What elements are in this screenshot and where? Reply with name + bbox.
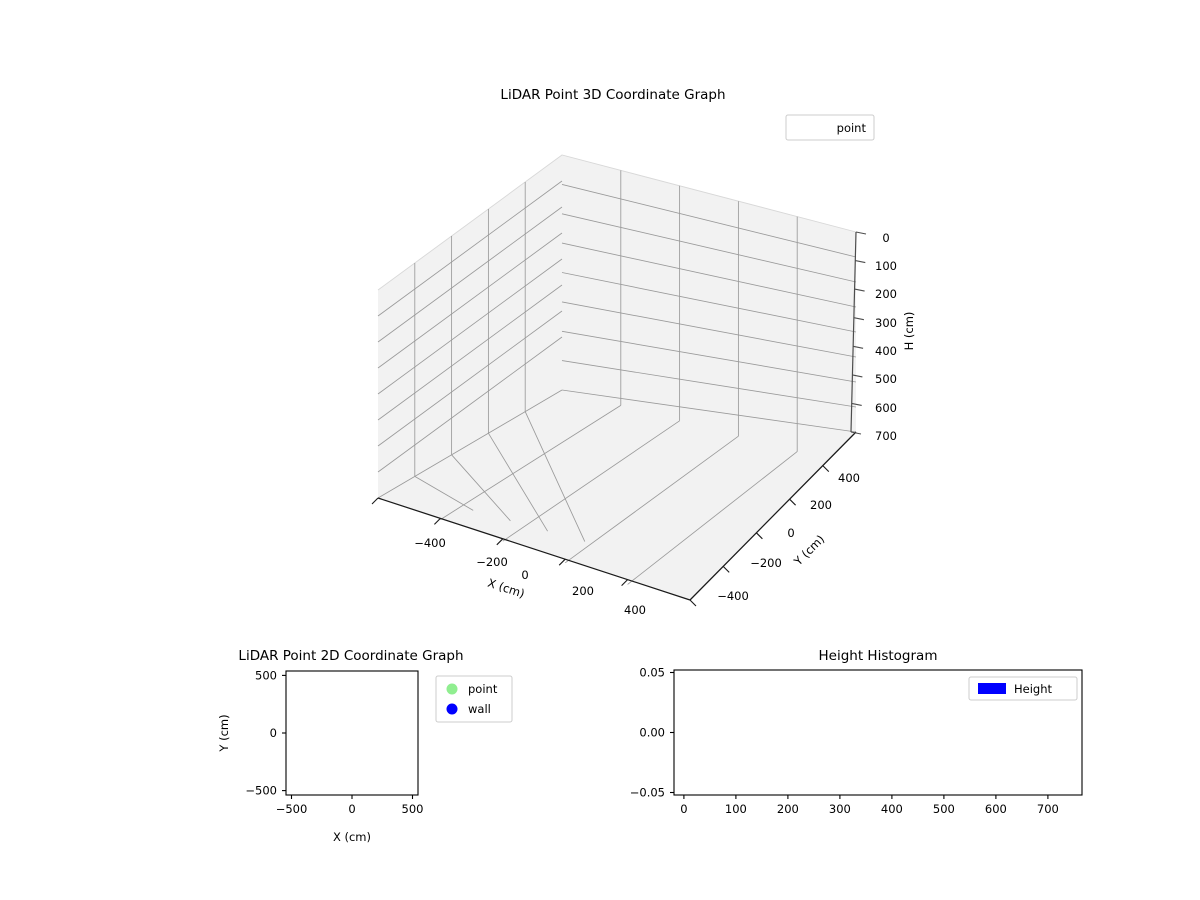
legend-2d[interactable]: point wall — [435, 675, 513, 723]
legend-2d-label-point: point — [468, 682, 498, 696]
axes-2d-y-ticklabel: 500 — [255, 669, 277, 683]
axis-3d-x-ticklabel: 200 — [572, 584, 594, 598]
axes-hist-x-ticklabel: 200 — [777, 802, 799, 816]
pane-edges — [377, 154, 857, 291]
legend-3d-label: point — [837, 121, 867, 135]
axis-3d-y-spine — [689, 431, 857, 601]
legend-hist[interactable]: Height — [968, 676, 1078, 701]
axes-2d-x-label: X (cm) — [333, 830, 371, 844]
axis-3d-y-ticklabel: 0 — [787, 526, 794, 540]
axis-3d-z-ticklabel: 0 — [882, 231, 889, 245]
axis-3d-z-ticklabel: 300 — [875, 316, 897, 330]
axes-2d-y-label: Y (cm) — [217, 714, 231, 752]
axes-2d-x-ticklabel: −500 — [276, 802, 308, 816]
pane-floor — [378, 390, 856, 600]
axis-3d-z-spine — [850, 231, 857, 433]
legend-hist-label-height: Height — [1014, 682, 1053, 696]
axis-3d-x-spine — [377, 497, 691, 601]
axes-hist-x-ticklabel: 700 — [1037, 802, 1059, 816]
axis-3d-x-ticks: −400 −200 0 200 400 X (cm) — [371, 497, 646, 617]
axes-height-histogram: Height Histogram 0.05 0.00 −0.05 0 100 2… — [630, 648, 1083, 816]
axis-3d-x-ticklabel: 0 — [521, 568, 528, 582]
axis-3d-y-ticklabel: 400 — [838, 471, 860, 485]
legend-hist-swatch-height — [978, 683, 1006, 694]
chart-title-2d: LiDAR Point 2D Coordinate Graph — [238, 648, 463, 664]
axis-3d-y-ticklabel: −200 — [750, 556, 782, 570]
axes-3d-lidar: −400 −200 0 200 400 X (cm) −400 −200 0 2… — [371, 87, 916, 617]
axes-2d-x-ticks: −500 0 500 X (cm) — [276, 795, 424, 844]
legend-2d-marker-wall — [446, 703, 458, 715]
axes-hist-x-ticklabel: 500 — [933, 802, 955, 816]
axes-2d-lidar: LiDAR Point 2D Coordinate Graph 500 0 −5… — [217, 648, 513, 844]
axis-3d-z-ticklabel: 700 — [875, 429, 897, 443]
axes-hist-x-ticks: 0 100 200 300 400 500 600 700 — [680, 795, 1059, 816]
legend-3d-box — [785, 114, 875, 141]
axis-3d-z-ticklabel: 400 — [875, 344, 897, 358]
chart-title-hist: Height Histogram — [819, 648, 938, 664]
axes-hist-x-ticklabel: 300 — [829, 802, 851, 816]
axes-2d-x-ticklabel: 500 — [402, 802, 424, 816]
axis-3d-z-ticklabel: 500 — [875, 372, 897, 386]
axis-3d-x-ticklabel: −400 — [414, 536, 446, 550]
axes-hist-x-ticklabel: 100 — [725, 802, 747, 816]
axes-hist-x-ticklabel: 600 — [985, 802, 1007, 816]
axis-3d-z-ticklabel: 100 — [875, 259, 897, 273]
axes-hist-y-ticklabel: −0.05 — [630, 786, 665, 800]
axis-3d-y-ticklabel: −400 — [717, 589, 749, 603]
axes-2d-frame — [285, 670, 419, 796]
axes-hist-y-ticklabel: 0.00 — [639, 726, 665, 740]
axes-hist-y-ticklabel: 0.05 — [639, 666, 665, 680]
axes-hist-x-ticklabel: 400 — [881, 802, 903, 816]
axes-hist-x-ticklabel: 0 — [680, 802, 687, 816]
axis-3d-x-ticklabel: −200 — [476, 555, 508, 569]
axes-2d-y-ticks: 500 0 −500 Y (cm) — [217, 669, 286, 798]
pane-right — [562, 155, 856, 432]
legend-hist-box — [968, 676, 1078, 701]
axes-2d-y-ticklabel: 0 — [270, 726, 277, 740]
legend-2d-label-wall: wall — [468, 702, 491, 716]
axis-3d-z-label: H (cm) — [902, 312, 916, 351]
chart-title-3d: LiDAR Point 3D Coordinate Graph — [500, 87, 725, 103]
axes-3d-panes — [377, 154, 857, 600]
axis-3d-x-ticklabel: 400 — [624, 603, 646, 617]
axes-2d-x-ticklabel: 0 — [348, 802, 355, 816]
legend-2d-marker-point — [446, 683, 458, 695]
axes-3d-gridlines — [377, 170, 857, 585]
legend-3d[interactable]: point — [785, 114, 875, 141]
axis-3d-z-ticklabel: 600 — [875, 401, 897, 415]
axes-2d-y-ticklabel: −500 — [245, 784, 277, 798]
axis-3d-z-ticklabel: 200 — [875, 287, 897, 301]
axis-3d-z-ticks: 0 100 200 300 400 500 600 700 H (cm) — [850, 231, 916, 443]
axes-hist-y-ticks: 0.05 0.00 −0.05 — [630, 666, 674, 800]
axis-3d-y-label: Y (cm) — [790, 532, 827, 569]
axis-3d-y-ticklabel: 200 — [810, 498, 832, 512]
